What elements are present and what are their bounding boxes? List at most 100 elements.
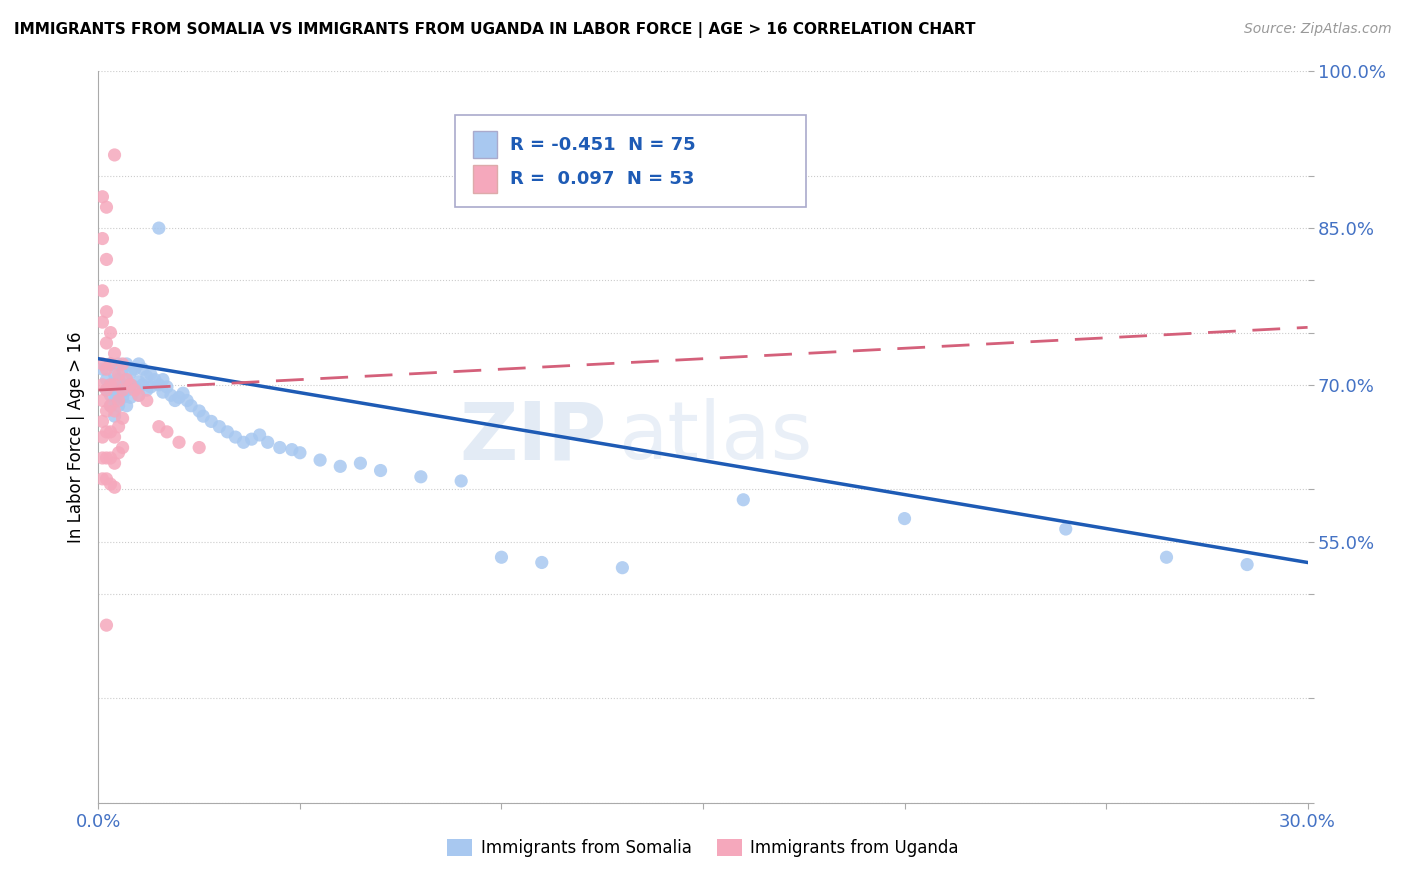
Text: Source: ZipAtlas.com: Source: ZipAtlas.com [1244,22,1392,37]
Text: ZIP: ZIP [458,398,606,476]
Point [100,357,122,371]
Point [96,252,118,267]
Point [224,430,246,444]
Point [111,441,134,455]
Point [100,377,122,392]
Point [96,450,118,465]
Point [163,393,186,408]
Text: R = -0.451  N = 75: R = -0.451 N = 75 [509,136,695,153]
Text: R =  0.097  N = 53: R = 0.097 N = 53 [509,169,695,188]
Point [167,390,190,404]
Point [1156,550,1178,565]
Point [103,480,125,494]
Point [111,377,134,392]
Point [249,428,271,442]
Point [91,472,114,486]
Point [91,430,114,444]
Point [96,425,118,439]
Point [135,383,157,397]
Point [103,456,125,470]
Text: IMMIGRANTS FROM SOMALIA VS IMMIGRANTS FROM UGANDA IN LABOR FORCE | AGE > 16 CORR: IMMIGRANTS FROM SOMALIA VS IMMIGRANTS FR… [14,22,976,38]
Point [103,383,125,397]
Point [96,618,118,632]
Point [100,425,122,439]
Point [139,368,162,382]
Point [103,346,125,360]
Point [156,425,179,439]
Point [309,453,332,467]
Point [111,357,134,371]
Point [100,399,122,413]
Point [115,399,138,413]
Point [100,399,122,413]
Point [329,459,352,474]
Point [115,383,138,397]
Point [100,377,122,392]
Point [139,380,162,394]
Point [100,357,122,371]
Point [115,373,138,387]
Point [180,399,202,413]
Point [103,393,125,408]
Point [96,304,118,318]
Text: atlas: atlas [619,398,813,476]
Point [167,435,190,450]
Point [217,425,239,439]
FancyBboxPatch shape [474,165,498,193]
Point [281,442,304,457]
Point [612,560,634,574]
Point [893,511,915,525]
Point [91,284,114,298]
Point [100,388,122,402]
Point [107,373,129,387]
Legend: Immigrants from Somalia, Immigrants from Uganda: Immigrants from Somalia, Immigrants from… [441,832,965,864]
Point [96,200,118,214]
Point [128,375,150,389]
Point [128,388,150,402]
Point [256,435,278,450]
Point [124,362,146,376]
Point [491,550,513,565]
Point [111,411,134,425]
Point [107,357,129,371]
Point [111,390,134,404]
Point [120,377,142,392]
Point [107,368,129,382]
Point [107,388,129,402]
Point [91,357,114,371]
Point [111,383,134,397]
Point [91,315,114,329]
Point [232,435,254,450]
Point [143,373,166,387]
Point [96,472,118,486]
Point [103,430,125,444]
Point [120,390,142,404]
Point [96,383,118,397]
Point [103,148,125,162]
Point [120,365,142,379]
Point [103,368,125,382]
Point [91,450,114,465]
Point [409,470,432,484]
Point [148,419,170,434]
FancyBboxPatch shape [456,115,806,207]
Point [124,383,146,397]
Point [128,357,150,371]
FancyBboxPatch shape [474,130,498,159]
Point [288,446,311,460]
Point [132,362,155,376]
Point [103,404,125,418]
Point [107,419,129,434]
Point [120,377,142,392]
Point [128,388,150,402]
Point [1054,522,1077,536]
Point [91,393,114,408]
Point [111,362,134,376]
Point [115,373,138,387]
Point [91,231,114,245]
Point [103,377,125,392]
Point [132,377,155,392]
Point [100,477,122,491]
Point [135,393,157,408]
Point [208,419,231,434]
